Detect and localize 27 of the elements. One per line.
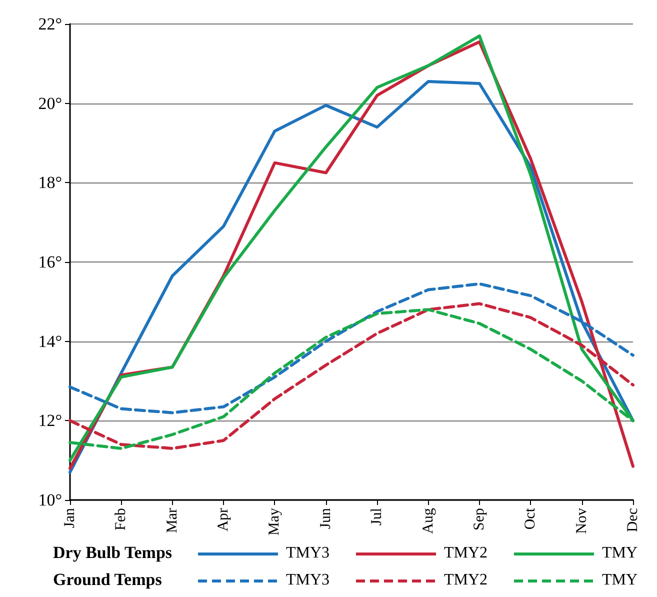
legend-label: TMY3 [286, 572, 330, 588]
legend-label: TMY2 [444, 572, 488, 588]
x-tick-label: Oct [522, 507, 539, 530]
x-tick-label: Aug [420, 508, 436, 534]
text: Dry Bulb Temps [53, 543, 172, 562]
y-tick-label: 10° [38, 490, 62, 510]
legend-label: TMY [602, 544, 638, 562]
y-tick-label: 18° [38, 173, 62, 192]
y-tick-label: 22° [38, 14, 62, 34]
x-tick-label: Mar [164, 508, 180, 533]
x-tick-label: Apr [216, 508, 232, 532]
y-tick-label: 14° [38, 332, 62, 351]
y-tick-label: 16° [38, 252, 62, 272]
legend-label: TMY3 [286, 544, 330, 562]
x-tick-label: Jan [62, 508, 78, 528]
x-tick-label: Feb [113, 508, 130, 530]
x-tick-label: Jul [369, 508, 386, 526]
legend-label: TMY2 [444, 544, 488, 562]
y-tick-label: 12° [38, 411, 62, 430]
text: Ground Temps [53, 570, 162, 589]
x-tick-label: May [266, 508, 283, 536]
x-tick-label: Jun [318, 508, 334, 529]
y-tick-label: 20° [38, 94, 62, 113]
legend-label: TMY [602, 572, 638, 588]
x-tick-label: Dec [625, 508, 641, 532]
x-tick-label: Nov [574, 508, 590, 534]
x-tick-label: Sep [471, 508, 488, 530]
